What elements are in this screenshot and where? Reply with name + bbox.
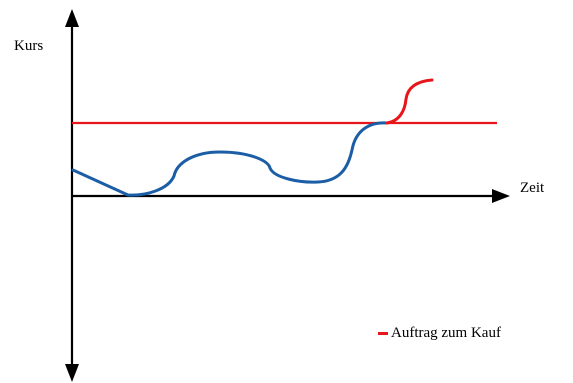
price-curve-tail (385, 78, 434, 125)
legend-label: Auftrag zum Kauf (391, 325, 501, 341)
x-axis-label: Zeit (520, 180, 545, 196)
legend-swatch (378, 332, 388, 335)
price-curve (71, 121, 389, 197)
x-axis-arrow (492, 189, 510, 203)
y-axis-arrow-bottom (65, 364, 79, 382)
y-axis-arrow-top (65, 9, 79, 27)
y-axis-label: Kurs (14, 38, 44, 54)
legend: Auftrag zum Kauf (378, 325, 501, 342)
